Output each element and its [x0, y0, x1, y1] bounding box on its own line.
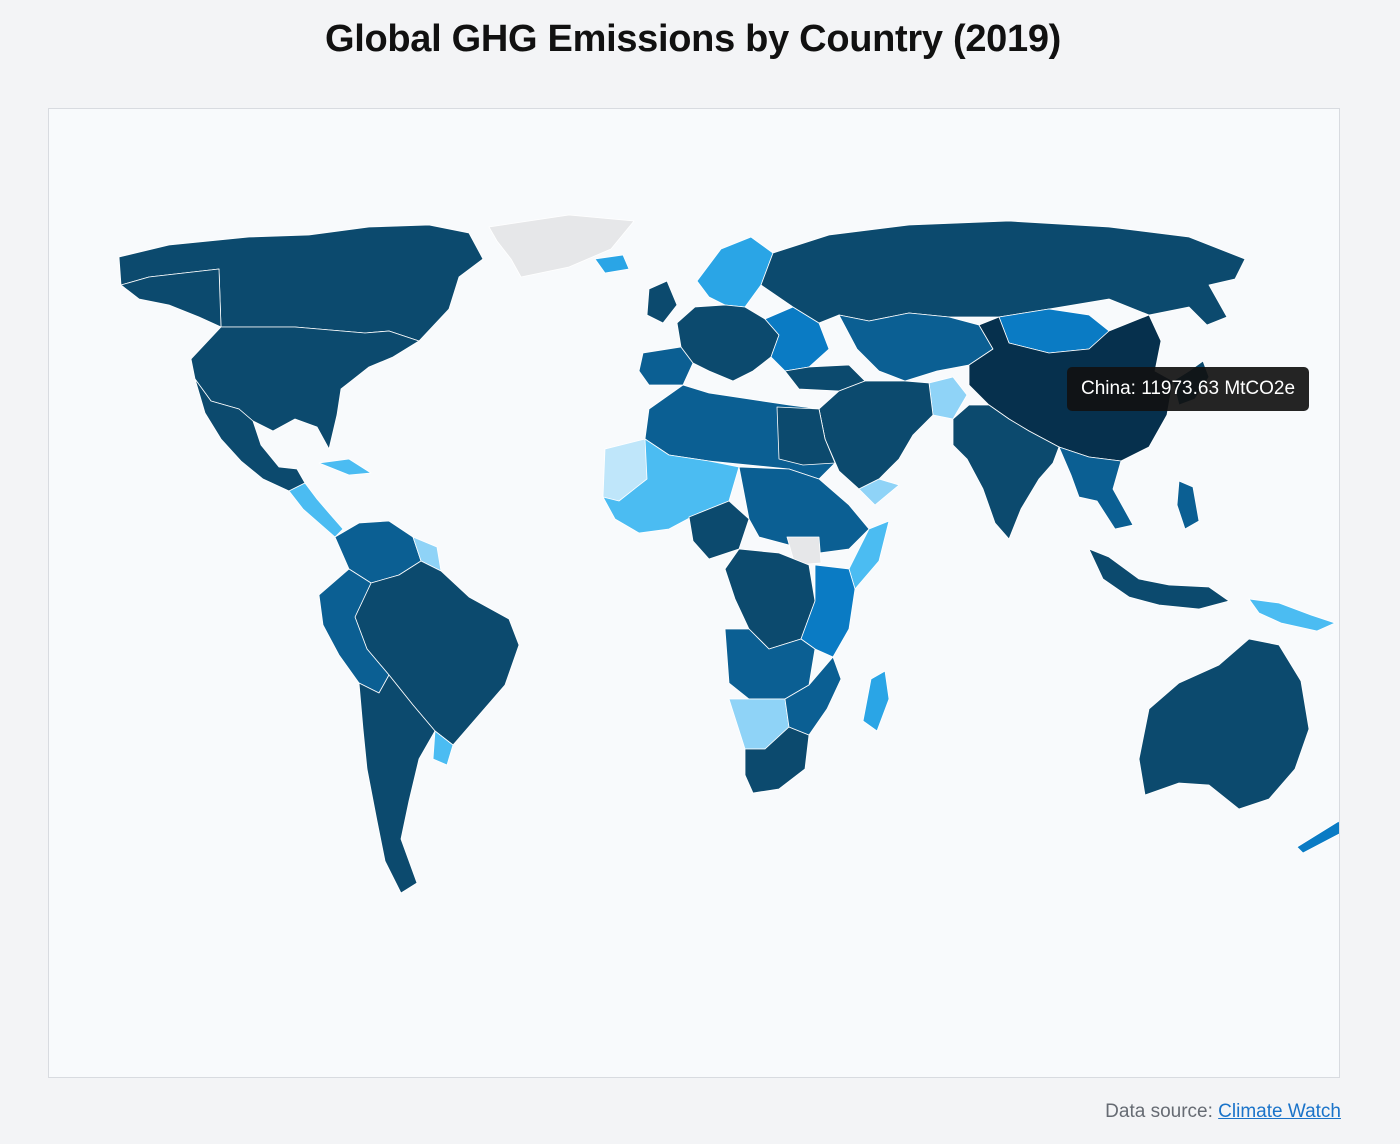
country-usa-alaska[interactable]: [120, 268, 222, 328]
country-somalia[interactable]: [848, 520, 890, 590]
country-central-america[interactable]: [288, 482, 344, 538]
country-egypt[interactable]: [776, 406, 836, 466]
tooltip: China: 11973.63 MtCO2e: [1067, 367, 1310, 411]
country-mauritania[interactable]: [602, 438, 648, 502]
country-papua-new-guinea[interactable]: [1248, 598, 1336, 632]
country-australia[interactable]: [1138, 638, 1310, 810]
country-southeast-asia[interactable]: [1058, 446, 1134, 530]
country-east-sahel[interactable]: [738, 466, 870, 554]
country-madagascar[interactable]: [862, 670, 890, 732]
world-map-svg[interactable]: [49, 109, 1340, 1078]
data-source-label: Data source:: [1105, 1101, 1219, 1122]
world-map[interactable]: China: 11973.63 MtCO2e: [48, 108, 1340, 1078]
country-uruguay[interactable]: [432, 730, 454, 766]
country-caribbean[interactable]: [318, 458, 372, 476]
country-south-africa[interactable]: [744, 726, 810, 794]
country-uk[interactable]: [646, 280, 678, 324]
data-source: Data source: Climate Watch: [1105, 1101, 1341, 1123]
country-new-zealand[interactable]: [1296, 820, 1340, 854]
country-southern-central-africa[interactable]: [724, 628, 816, 700]
country-europe[interactable]: [676, 304, 780, 382]
country-yemen[interactable]: [858, 478, 900, 506]
country-mozambique[interactable]: [784, 656, 842, 736]
country-india[interactable]: [952, 404, 1060, 540]
country-russia[interactable]: [760, 220, 1246, 326]
country-south-sudan[interactable]: [786, 536, 822, 566]
data-source-link[interactable]: Climate Watch: [1218, 1101, 1341, 1122]
country-mexico[interactable]: [194, 378, 306, 492]
country-argentina-chile[interactable]: [358, 674, 436, 894]
country-iceland[interactable]: [594, 254, 630, 274]
country-philippines[interactable]: [1176, 480, 1200, 530]
country-scandinavia[interactable]: [696, 236, 774, 308]
country-greenland[interactable]: [488, 214, 635, 278]
country-middle-east[interactable]: [818, 380, 934, 490]
country-indonesia[interactable]: [1088, 548, 1230, 610]
page-title: Global GHG Emissions by Country (2019): [324, 18, 1062, 60]
